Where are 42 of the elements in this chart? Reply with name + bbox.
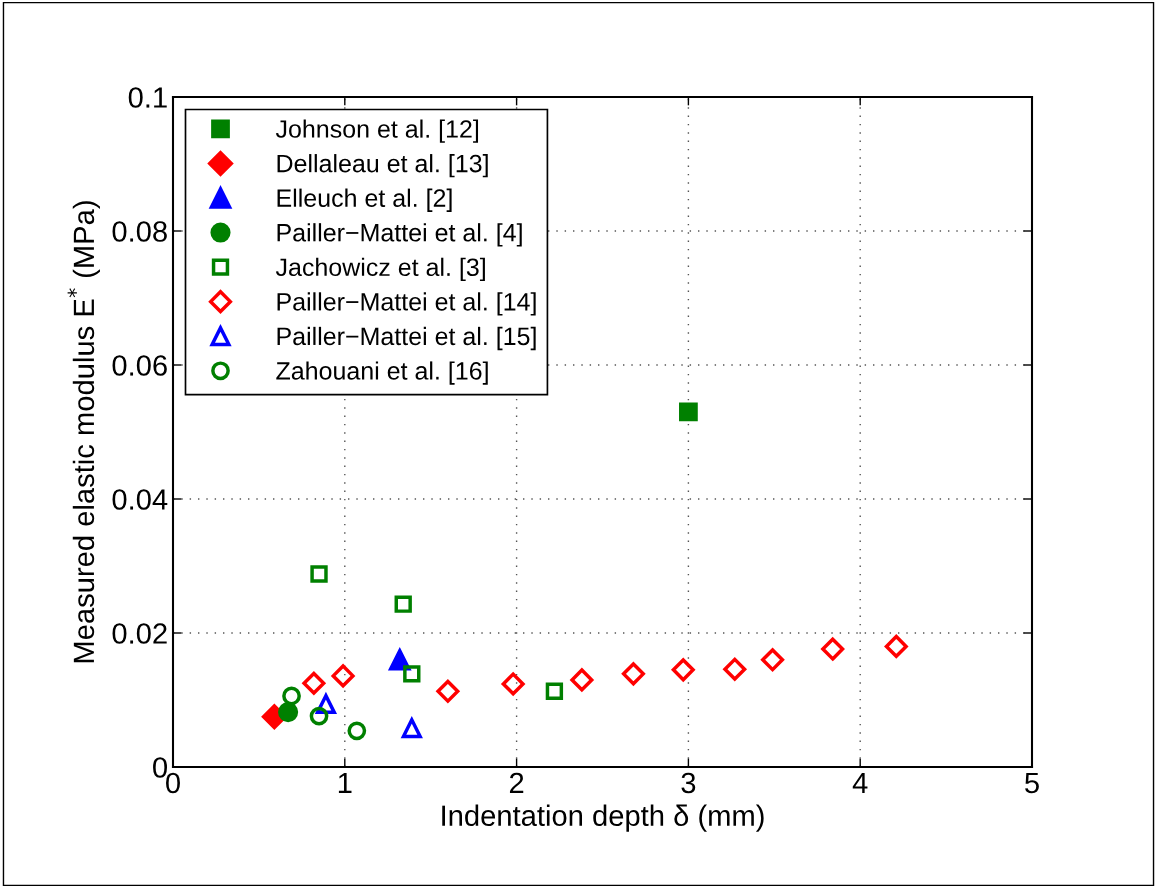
legend-label: Elleuch et al. [2] (277, 188, 452, 212)
y-axis-title: Measured elastic modulus E$^{*}$ (MPa) (67, 201, 100, 663)
point (570, 668, 594, 692)
point (723, 657, 747, 681)
point (282, 686, 301, 706)
x-tick-label: 3 (681, 772, 696, 794)
point (278, 701, 299, 723)
x-tick-label: 1 (338, 772, 352, 793)
legend-label: Dellaleau et al. [13] (277, 154, 488, 178)
legend-label: Jachowicz et al. [3] (275, 257, 485, 282)
point (501, 672, 525, 696)
x-tick-label: 2 (509, 772, 524, 793)
x-tick-label: 5 (1025, 772, 1039, 794)
point (679, 402, 698, 422)
point (310, 565, 328, 583)
legend-label: Pailler−Mattei et al. [15] (277, 326, 536, 351)
point (401, 718, 422, 739)
legend-label: Zahouani et al. [16] (276, 361, 488, 385)
y-tick-label: 0.04 (112, 489, 168, 510)
legend-label: Johnson et al. [12] (275, 119, 479, 143)
x-tick-label: 4 (852, 772, 868, 793)
point (671, 658, 695, 682)
point (331, 664, 355, 688)
point (347, 721, 367, 741)
point (621, 662, 645, 686)
point (309, 706, 329, 726)
y-tick-label: 0.08 (112, 221, 167, 242)
y-tick-label: 0.02 (112, 623, 167, 644)
x-axis-title: Indentation depth δ (mm) (442, 804, 764, 832)
y-tick-label: 0.1 (128, 87, 167, 108)
point (403, 665, 421, 683)
point (436, 679, 460, 703)
legend-label: Pailler−Mattei et al. [4] (277, 223, 522, 247)
y-tick-label: 0 (153, 757, 167, 778)
point (302, 671, 326, 695)
point (761, 648, 785, 672)
point (545, 682, 564, 700)
point (884, 634, 908, 658)
point (394, 595, 412, 613)
y-tick-label: 0.06 (112, 355, 167, 376)
legend-label: Pailler−Mattei et al. [14] (277, 292, 536, 316)
point (821, 637, 845, 661)
